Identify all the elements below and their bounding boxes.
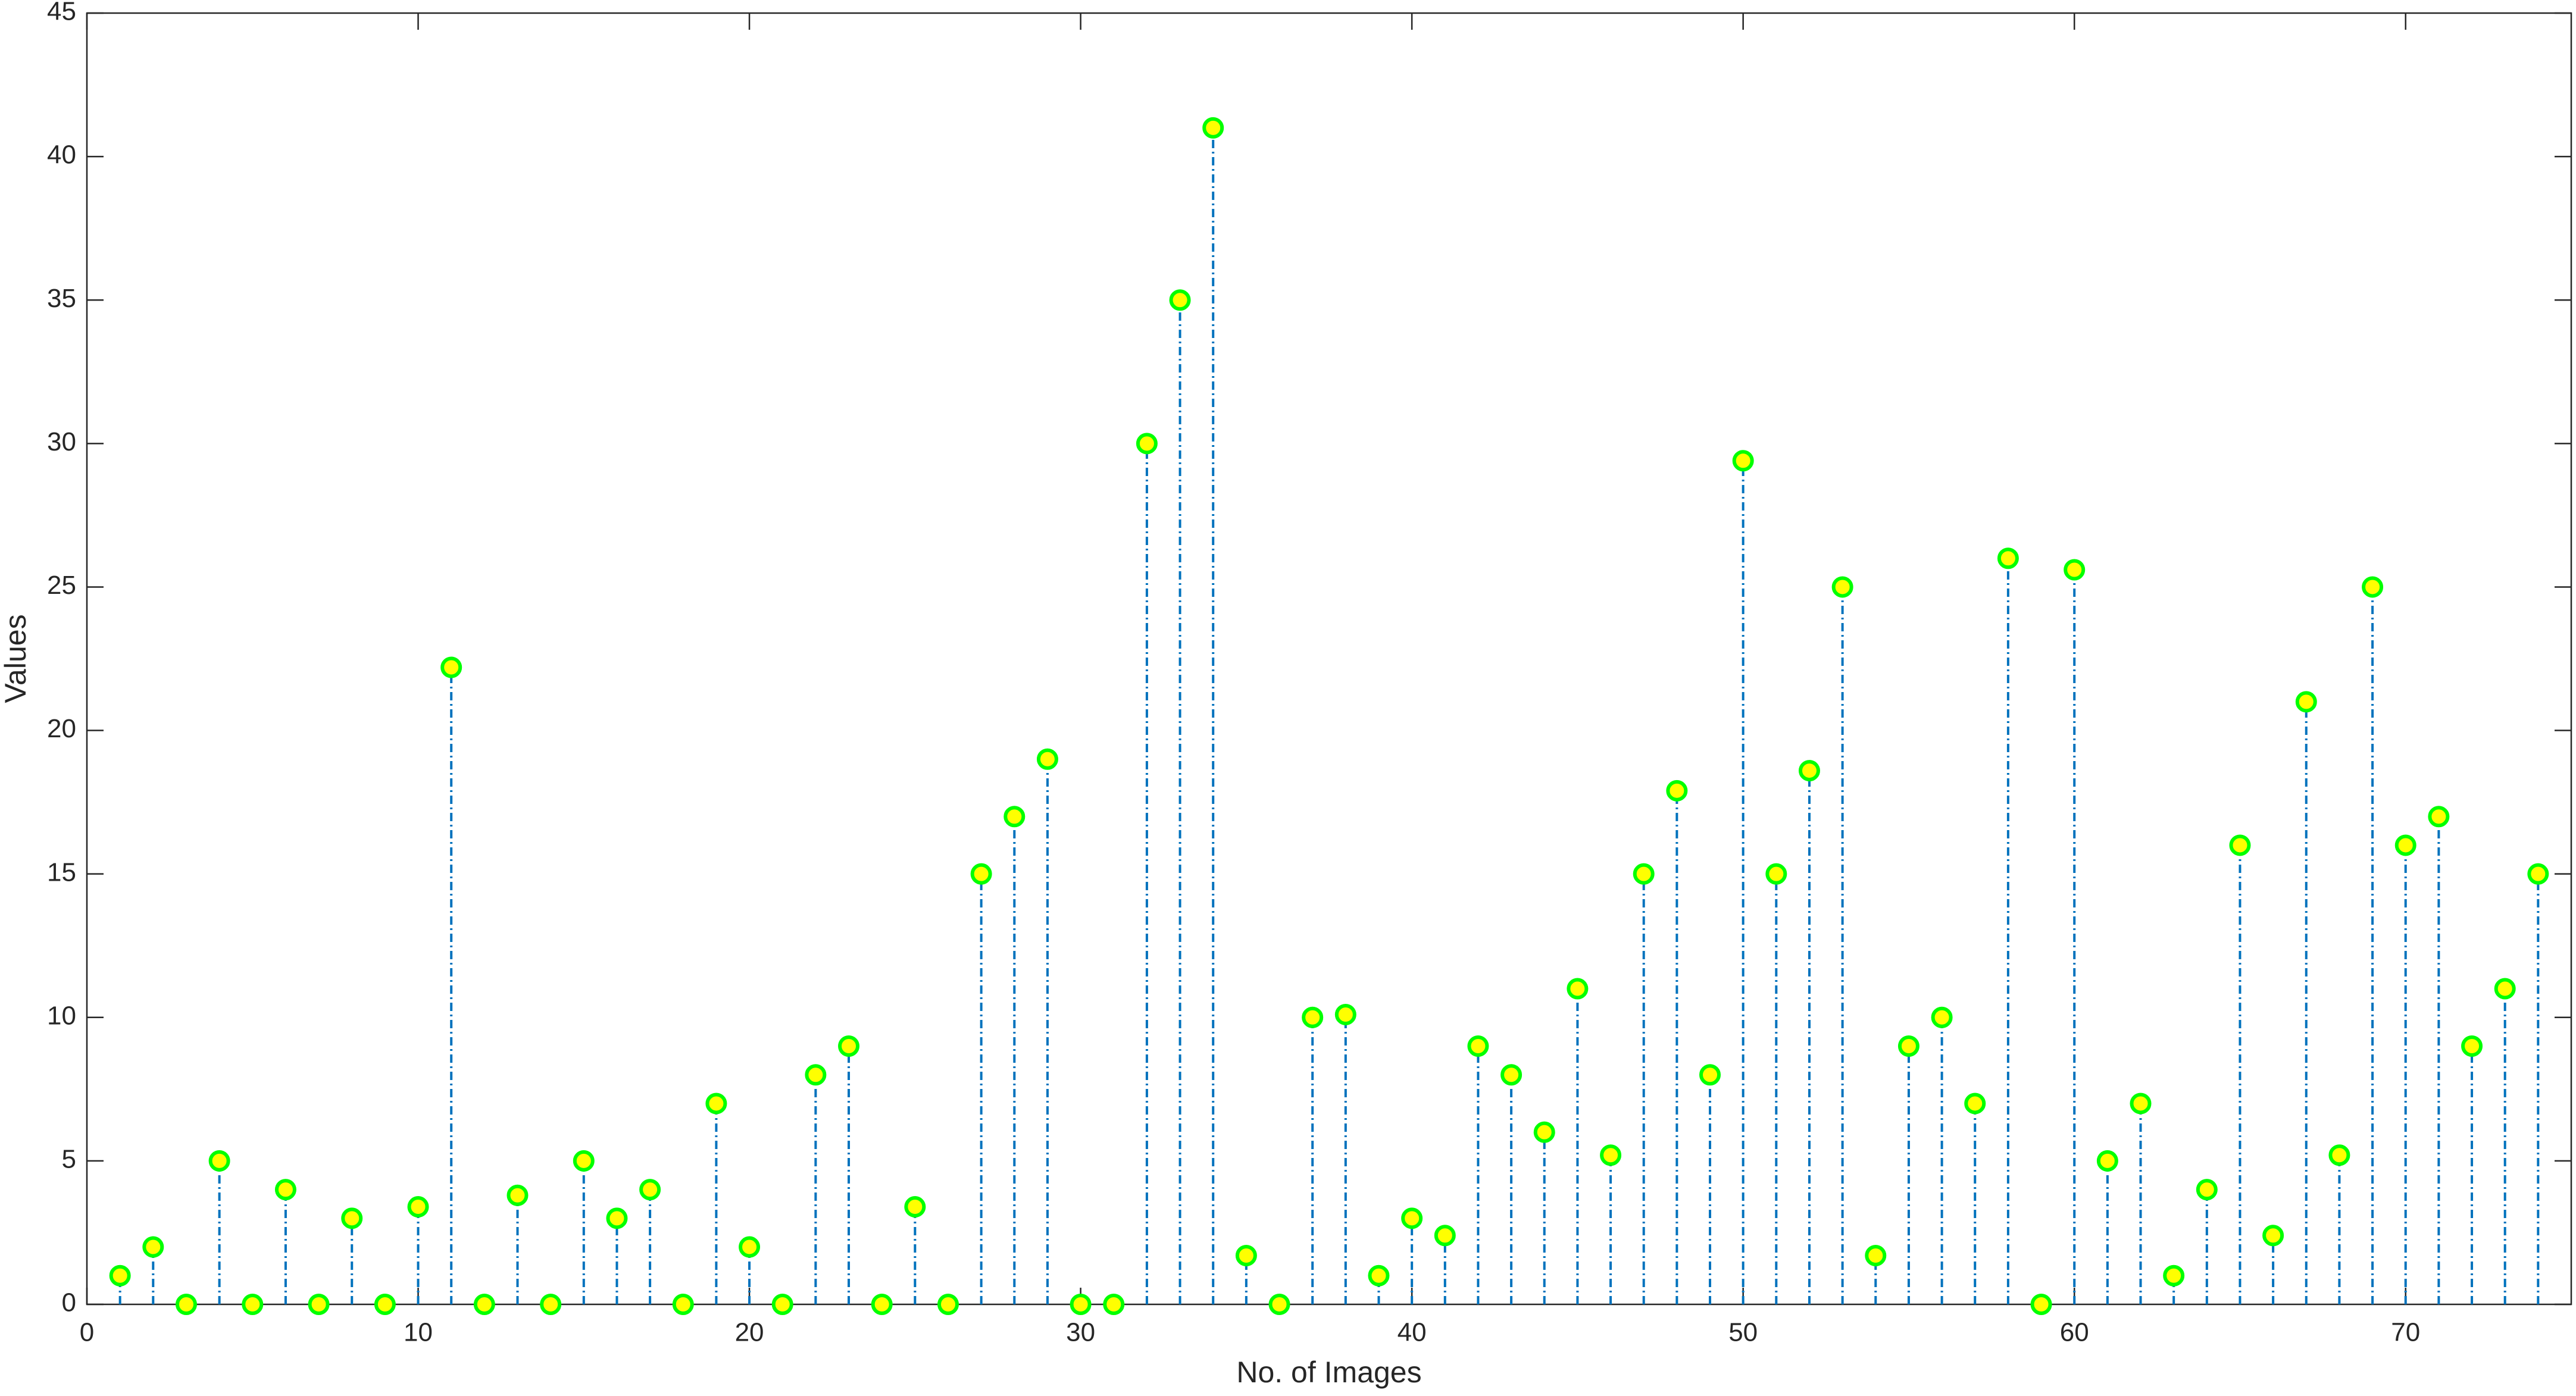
x-tick-label: 70 bbox=[2391, 1318, 2420, 1347]
stem-marker bbox=[1268, 1294, 1290, 1315]
stem-marker bbox=[1235, 1245, 1257, 1267]
stem-marker bbox=[1467, 1035, 1489, 1057]
stem-marker bbox=[208, 1150, 230, 1172]
x-tick-label: 30 bbox=[1066, 1318, 1095, 1347]
stem-marker bbox=[1897, 1035, 1920, 1057]
stem-marker bbox=[739, 1236, 761, 1258]
x-tick-label: 10 bbox=[404, 1318, 433, 1347]
stem-marker bbox=[1732, 450, 1754, 472]
y-tick-label: 25 bbox=[47, 571, 76, 600]
x-tick-label: 60 bbox=[2060, 1318, 2089, 1347]
stem-marker bbox=[805, 1064, 827, 1086]
y-tick-label: 5 bbox=[62, 1145, 76, 1174]
stem-marker bbox=[2064, 559, 2086, 581]
stem-marker bbox=[705, 1093, 727, 1115]
stem-marker bbox=[1798, 760, 1820, 782]
stem-marker bbox=[2096, 1150, 2118, 1172]
x-axis-label: No. of Images bbox=[1236, 1356, 1421, 1389]
stem-marker bbox=[1136, 433, 1158, 455]
stem-marker bbox=[507, 1184, 529, 1206]
stem-marker bbox=[1334, 1003, 1356, 1025]
stem-marker bbox=[1036, 748, 1058, 770]
stem-marker bbox=[175, 1294, 197, 1315]
stem-marker bbox=[1434, 1225, 1456, 1247]
y-tick-label: 15 bbox=[47, 857, 76, 887]
stem-marker bbox=[407, 1196, 429, 1218]
stem-marker bbox=[606, 1207, 628, 1229]
stem-marker bbox=[1666, 780, 1688, 802]
stem-marker bbox=[1533, 1121, 1555, 1143]
stem-marker bbox=[2163, 1264, 2185, 1287]
x-tick-label: 40 bbox=[1398, 1318, 1427, 1347]
stem-marker bbox=[970, 863, 992, 885]
stem-marker bbox=[1368, 1264, 1390, 1287]
stem-marker bbox=[473, 1294, 495, 1315]
stem-marker bbox=[2362, 576, 2384, 598]
stem-marker bbox=[2130, 1093, 2152, 1115]
stem-marker bbox=[1997, 547, 2019, 569]
stem-marker bbox=[1103, 1294, 1125, 1315]
stem-marker bbox=[838, 1035, 860, 1057]
stem-marker bbox=[2428, 806, 2450, 828]
stem-marker bbox=[1865, 1245, 1887, 1267]
stem-marker bbox=[1931, 1006, 1953, 1028]
stem-marker bbox=[274, 1179, 296, 1201]
stem-marker bbox=[2461, 1035, 2483, 1057]
stem-marker bbox=[871, 1294, 893, 1315]
stem-marker bbox=[1600, 1144, 1622, 1166]
stem-marker bbox=[2328, 1144, 2350, 1166]
stem-marker bbox=[1765, 863, 1787, 885]
stem-marker bbox=[1633, 863, 1655, 885]
y-tick-label: 35 bbox=[47, 284, 76, 313]
stem-marker bbox=[341, 1207, 363, 1229]
stem-marker bbox=[1003, 806, 1026, 828]
stem-marker bbox=[2262, 1225, 2284, 1247]
stem-marker bbox=[1567, 978, 1589, 1000]
stem-marker bbox=[1070, 1294, 1092, 1315]
stem-marker bbox=[2494, 978, 2516, 1000]
stem-marker bbox=[540, 1294, 562, 1315]
stem-marker bbox=[1699, 1064, 1721, 1086]
stem-marker bbox=[937, 1294, 959, 1315]
y-tick-label: 10 bbox=[47, 1001, 76, 1030]
stem-marker bbox=[904, 1196, 926, 1218]
stem-marker bbox=[2196, 1179, 2218, 1201]
stem-marker bbox=[1202, 117, 1224, 139]
stem-marker bbox=[2030, 1294, 2052, 1315]
stem-marker bbox=[308, 1294, 330, 1315]
stem-marker bbox=[2394, 834, 2416, 856]
x-tick-label: 0 bbox=[80, 1318, 94, 1347]
stem-marker bbox=[639, 1179, 661, 1201]
stem-marker bbox=[1401, 1207, 1423, 1229]
y-tick-label: 45 bbox=[47, 0, 76, 26]
x-tick-label: 20 bbox=[735, 1318, 764, 1347]
stem-marker bbox=[672, 1294, 694, 1315]
stem-marker bbox=[2295, 691, 2317, 713]
stem-marker bbox=[2229, 834, 2251, 856]
stem-marker bbox=[109, 1264, 131, 1287]
stem-marker bbox=[1964, 1093, 1986, 1115]
stem-marker bbox=[1500, 1064, 1523, 1086]
stem-marker bbox=[1831, 576, 1853, 598]
stem-marker bbox=[374, 1294, 396, 1315]
stem-marker bbox=[2527, 863, 2549, 885]
plot-box bbox=[86, 12, 2572, 1306]
x-tick-label: 50 bbox=[1728, 1318, 1758, 1347]
y-tick-label: 40 bbox=[47, 140, 76, 170]
y-tick-label: 20 bbox=[47, 714, 76, 743]
y-tick-label: 0 bbox=[62, 1288, 76, 1317]
stem-marker bbox=[242, 1294, 264, 1315]
stem-marker bbox=[142, 1236, 164, 1258]
stem-marker bbox=[771, 1294, 793, 1315]
stem-marker bbox=[1169, 289, 1191, 311]
y-tick-label: 30 bbox=[47, 427, 76, 456]
stem-marker bbox=[440, 656, 462, 678]
stem-marker bbox=[573, 1150, 595, 1172]
stem-marker bbox=[1302, 1006, 1324, 1028]
y-axis-label: Values bbox=[0, 614, 32, 703]
